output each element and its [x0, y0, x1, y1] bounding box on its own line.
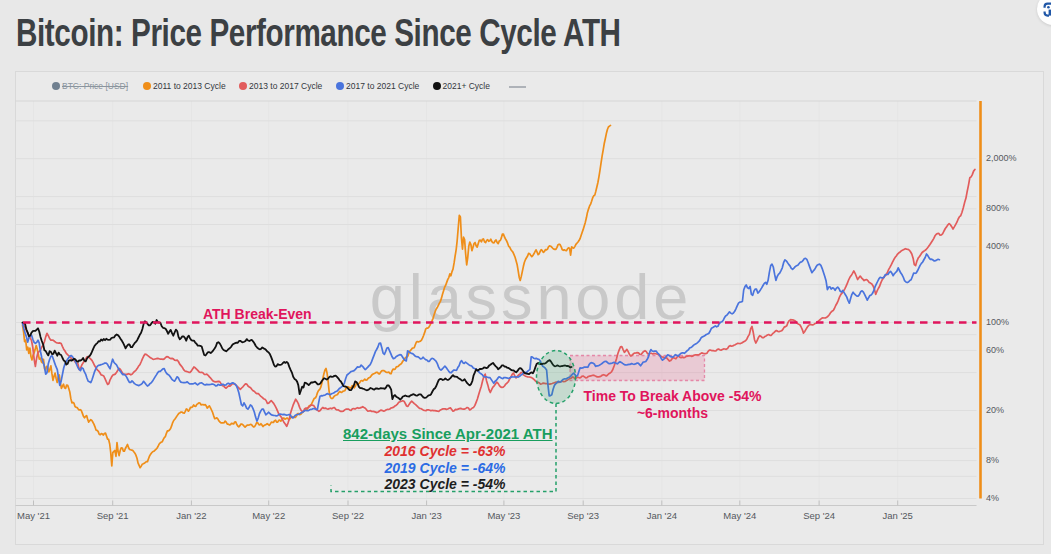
svg-text:glassnode: glassnode [370, 262, 692, 332]
